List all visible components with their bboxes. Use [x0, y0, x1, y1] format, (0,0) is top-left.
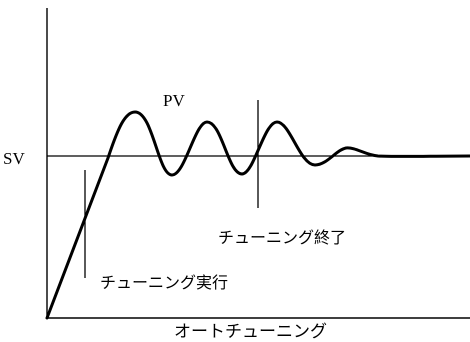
- tuning-end-label: チューニング終了: [218, 229, 346, 247]
- sv-label: SV: [3, 149, 25, 168]
- tuning-start-label: チューニング実行: [100, 274, 228, 292]
- caption: オートチューニング: [174, 322, 327, 341]
- pv-curve: [45, 110, 470, 320]
- pv-label: PV: [163, 91, 185, 110]
